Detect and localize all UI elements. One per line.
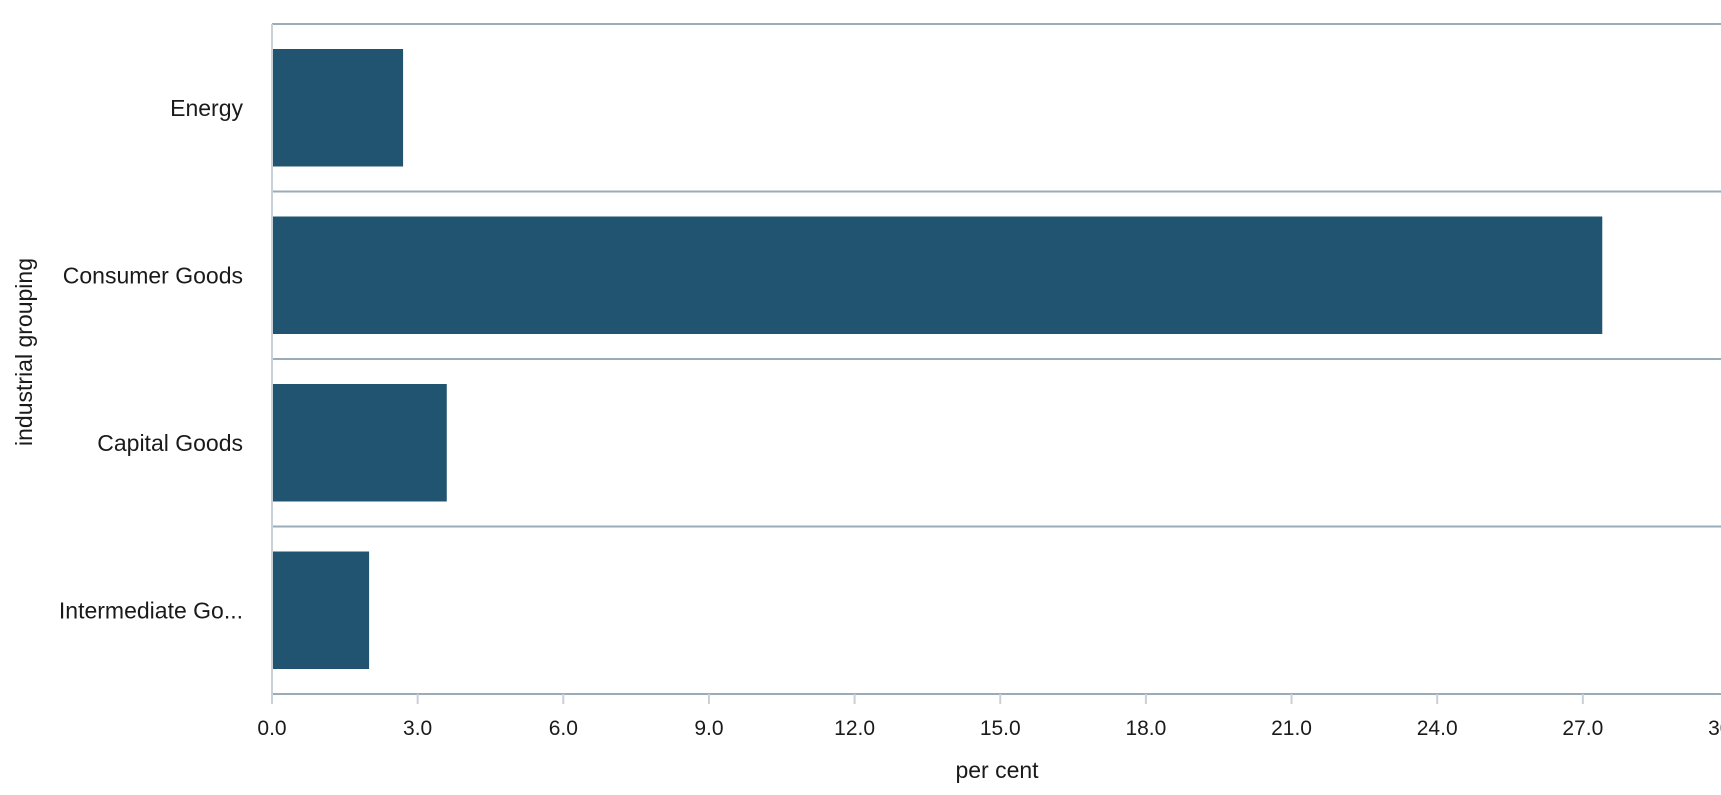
x-tick-label: 15.0 bbox=[980, 717, 1021, 740]
bar[interactable] bbox=[272, 551, 370, 670]
category-label: Intermediate Go... bbox=[59, 597, 243, 623]
x-tick-label: 0.0 bbox=[257, 717, 286, 740]
x-tick-label: 21.0 bbox=[1271, 717, 1312, 740]
bar[interactable] bbox=[272, 216, 1603, 335]
x-axis-ticks: 0.0 3.0 6.0 9.0 12.0 15.0 18.0 21.0 24.0 27.0 30.0 bbox=[257, 694, 1721, 740]
bar[interactable] bbox=[272, 49, 404, 167]
category-separators bbox=[272, 23, 1721, 695]
x-tick-label: 6.0 bbox=[549, 717, 578, 740]
bars-group bbox=[272, 49, 1603, 670]
category-label: Consumer Goods bbox=[63, 262, 243, 288]
bar[interactable] bbox=[272, 384, 447, 502]
y-axis-title: industrial grouping bbox=[11, 258, 37, 446]
x-tick-label: 9.0 bbox=[694, 717, 723, 740]
x-tick-label: 30.0 bbox=[1708, 717, 1721, 740]
category-labels: Energy Consumer Goods Capital Goods Interme… bbox=[59, 95, 244, 624]
x-axis-title: per cent bbox=[955, 757, 1039, 783]
x-tick-label: 12.0 bbox=[834, 717, 875, 740]
x-tick-label: 27.0 bbox=[1562, 717, 1603, 740]
x-tick-label: 24.0 bbox=[1417, 717, 1458, 740]
category-label: Capital Goods bbox=[97, 430, 243, 456]
category-label: Energy bbox=[170, 95, 243, 121]
x-tick-label: 3.0 bbox=[403, 717, 432, 740]
x-tick-label: 18.0 bbox=[1125, 717, 1166, 740]
